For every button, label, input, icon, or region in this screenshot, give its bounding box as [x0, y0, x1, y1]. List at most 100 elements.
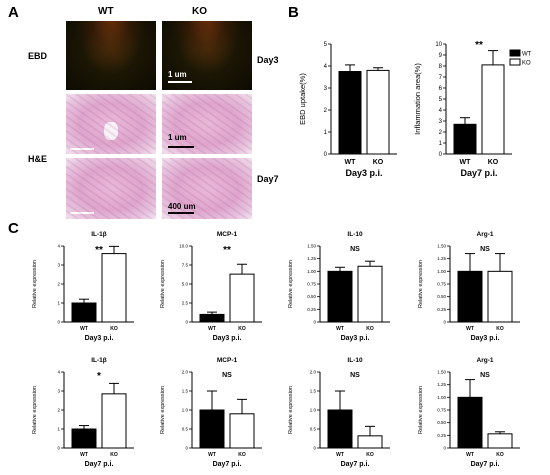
chart-title: IL-10 — [347, 231, 363, 238]
bar-wt — [199, 409, 225, 449]
y-tick-label: 5 — [324, 42, 328, 48]
label-day7: Day7 — [257, 174, 279, 184]
x-tick-label: WT — [80, 326, 88, 332]
chart-title: MCP-1 — [217, 231, 238, 238]
x-tick-label: WT — [466, 326, 474, 332]
bar-wt — [327, 270, 353, 323]
bar-ko — [229, 413, 255, 449]
x-axis-footer: Day7 p.i. — [471, 461, 500, 468]
y-tick-label: 5 — [439, 97, 443, 103]
y-tick-label: 0 — [313, 320, 316, 325]
bar-wt — [199, 313, 225, 323]
ebd-image-wt — [66, 21, 156, 90]
y-tick-label: 0 — [439, 152, 443, 158]
bar-wt — [71, 428, 97, 449]
y-tick-label: 1 — [324, 130, 328, 136]
y-tick-label: 0.25 — [437, 307, 446, 312]
y-tick-label: 2 — [324, 108, 328, 114]
x-tick-label: KO — [366, 326, 374, 332]
significance-marker: NS — [350, 372, 360, 379]
row-label-he: H&E — [28, 154, 48, 164]
x-axis-footer: Day7 p.i. — [460, 168, 497, 178]
y-tick-label: 3 — [57, 389, 60, 394]
x-tick-label: KO — [488, 159, 499, 166]
bar-ko — [366, 69, 390, 155]
chart-il1b-day3: IL-1β 0 1 2 3 4 Relative expression WT KO ** Day3 … — [32, 231, 134, 342]
y-tick-label: 1.25 — [437, 382, 446, 387]
x-axis-footer: Day7 p.i. — [213, 461, 242, 468]
y-tick-label: 0 — [57, 446, 60, 451]
row-label-ebd: EBD — [28, 51, 48, 61]
scale-label-he-400: 400 um — [168, 202, 196, 211]
chart-title: MCP-1 — [217, 357, 238, 364]
significance-marker: ** — [223, 245, 231, 256]
scale-bar — [70, 148, 94, 150]
y-tick-label: 3 — [324, 86, 328, 92]
x-axis-footer: Day7 p.i. — [341, 461, 370, 468]
x-axis-footer: Day3 p.i. — [85, 335, 114, 342]
scale-bar — [168, 212, 194, 214]
bar-ko — [357, 265, 383, 323]
significance-marker: NS — [222, 372, 232, 379]
x-tick-label: KO — [496, 326, 504, 332]
y-tick-label: 1.0 — [182, 408, 189, 413]
y-tick-label: 8 — [439, 64, 443, 70]
chart-inflammation-area: 0 1 2 3 4 5 6 7 8 9 10 Inflammation area(%) WT KO ** Da… — [413, 40, 532, 178]
x-tick-label: KO — [373, 159, 384, 166]
x-tick-label: KO — [110, 452, 118, 458]
y-axis-label: Relative expression — [160, 260, 166, 308]
x-tick-label: WT — [336, 452, 344, 458]
x-axis-footer: Day7 p.i. — [85, 461, 114, 468]
x-axis-footer: Day3 p.i. — [471, 335, 500, 342]
bar-ko — [487, 433, 513, 449]
bar-ko — [357, 435, 383, 449]
y-tick-label: 1 — [439, 141, 443, 147]
chart-il10-day3: IL-10 0 0.25 0.50 0.75 1.00 1.25 1.50 Relative e… — [288, 231, 390, 342]
bar-wt — [338, 71, 362, 155]
y-tick-label: 1.5 — [310, 389, 317, 394]
significance-marker: ** — [95, 245, 103, 256]
y-tick-label: 6 — [439, 86, 443, 92]
y-tick-label: 0.75 — [307, 282, 316, 287]
significance-marker: NS — [480, 246, 490, 253]
chart-il1b-day7: IL-1β 0 1 2 3 4 Relative expression WT KO * Day7 p… — [32, 357, 134, 468]
lumen — [104, 122, 118, 140]
x-axis-footer: Day3 p.i. — [345, 168, 382, 178]
panel-b-letter: B — [288, 4, 299, 21]
y-tick-label: 1.50 — [307, 244, 316, 249]
chart-il10-day7: IL-10 0 0.5 1.0 1.5 2.0 Relative expression WT K… — [288, 357, 390, 468]
x-tick-label: WT — [336, 326, 344, 332]
bar-ko — [101, 393, 127, 449]
y-tick-label: 2 — [439, 130, 443, 136]
y-tick-label: 1 — [57, 301, 60, 306]
y-tick-label: 0.25 — [437, 433, 446, 438]
significance-marker: ** — [475, 40, 483, 51]
y-tick-label: 0.25 — [307, 307, 316, 312]
y-tick-label: 1.00 — [307, 269, 316, 274]
x-tick-label: KO — [366, 452, 374, 458]
legend-swatch-wt — [509, 49, 521, 57]
y-axis-label: Inflammation area(%) — [413, 63, 422, 135]
y-axis-label: Relative expression — [418, 386, 424, 434]
y-tick-label: 2.5 — [182, 301, 189, 306]
significance-marker: NS — [480, 372, 490, 379]
y-tick-label: 2 — [57, 408, 60, 413]
chart-title: IL-10 — [347, 357, 363, 364]
chart-arg1-day3: Arg-1 0 0.25 0.50 0.75 1.00 1.25 1.50 Relative e… — [418, 231, 520, 342]
y-tick-label: 0 — [185, 446, 188, 451]
column-header-ko: KO — [192, 6, 207, 17]
y-tick-label: 0 — [443, 446, 446, 451]
bar-ko — [101, 253, 127, 323]
ebd-image-ko — [162, 21, 252, 90]
x-tick-label: KO — [238, 326, 246, 332]
y-axis-label: Relative expression — [288, 260, 294, 308]
y-tick-label: 0.75 — [437, 408, 446, 413]
chart-mcp1-day7: MCP-1 0 0.5 1.0 1.5 2.0 Relative expression WT K… — [160, 357, 262, 468]
y-tick-label: 10.0 — [179, 244, 188, 249]
y-tick-label: 1.00 — [437, 269, 446, 274]
y-tick-label: 4 — [439, 108, 443, 114]
x-tick-label: WT — [460, 159, 472, 166]
bar-ko — [229, 273, 255, 323]
scale-label-ebd: 1 um — [168, 70, 187, 79]
bar-wt — [453, 123, 477, 155]
